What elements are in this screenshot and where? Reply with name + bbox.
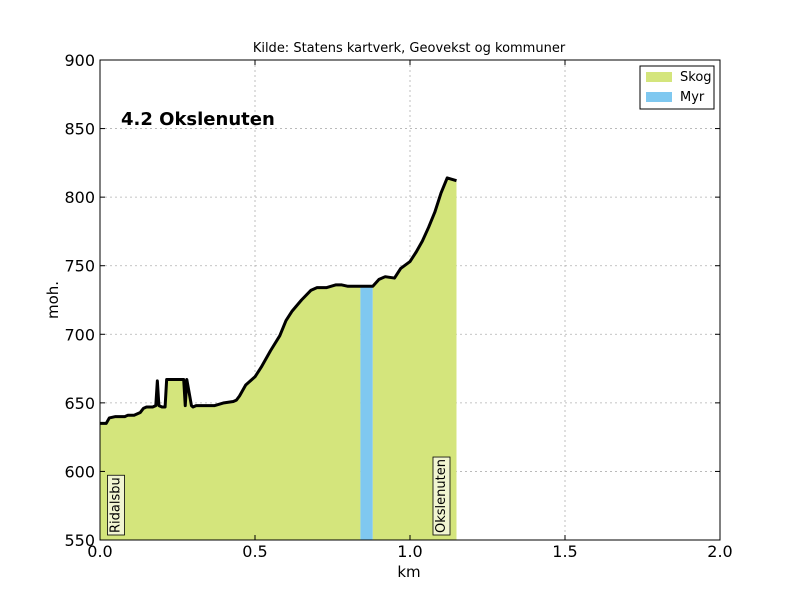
segment-skog bbox=[372, 177, 457, 540]
segment-skog bbox=[100, 284, 361, 540]
y-tick-label: 700 bbox=[64, 325, 95, 344]
profile-line bbox=[100, 176, 457, 425]
terrain-fill bbox=[100, 177, 457, 540]
place-label-box bbox=[107, 474, 125, 536]
place-label-text: Ridalsbu bbox=[109, 477, 124, 533]
place-labels: Ridalsbu Okslenuten bbox=[107, 456, 451, 536]
y-tick-label: 600 bbox=[64, 462, 95, 481]
place-label: Ridalsbu bbox=[107, 474, 125, 536]
legend: Skog Myr bbox=[639, 65, 715, 110]
y-tick-label: 800 bbox=[64, 188, 95, 207]
legend-swatch-myr bbox=[646, 92, 672, 102]
y-tick-label: 550 bbox=[64, 531, 95, 550]
profile-line-group bbox=[100, 176, 457, 425]
place-label-box bbox=[432, 456, 451, 536]
legend-label-myr: Myr bbox=[680, 90, 705, 105]
y-tick-label: 650 bbox=[64, 394, 95, 413]
place-label-text: Okslenuten bbox=[434, 459, 449, 533]
x-tick-label: 0.5 bbox=[242, 542, 267, 561]
y-tick-label: 850 bbox=[64, 120, 95, 139]
ticks: 0.0 0.5 1.0 1.5 2.0 550 600 650 700 750 800 850 900 bbox=[64, 51, 732, 561]
chart-title: Kilde: Statens kartverk, Geovekst og kom… bbox=[253, 41, 566, 56]
segment-myr bbox=[360, 286, 373, 540]
y-tick-label: 750 bbox=[64, 257, 95, 276]
legend-swatch-skog bbox=[646, 72, 672, 82]
x-axis-title: km bbox=[397, 563, 420, 581]
x-tick-label: 1.5 bbox=[552, 542, 577, 561]
y-axis-title: moh. bbox=[44, 281, 62, 319]
x-tick-label: 0.0 bbox=[87, 542, 112, 561]
place-label: Okslenuten bbox=[432, 456, 451, 536]
x-tick-label: 1.0 bbox=[397, 542, 422, 561]
profile-name-annotation: 4.2 Okslenuten bbox=[121, 109, 275, 130]
y-tick-label: 900 bbox=[64, 51, 95, 70]
legend-label-skog: Skog bbox=[680, 70, 712, 85]
x-tick-label: 2.0 bbox=[707, 542, 732, 561]
